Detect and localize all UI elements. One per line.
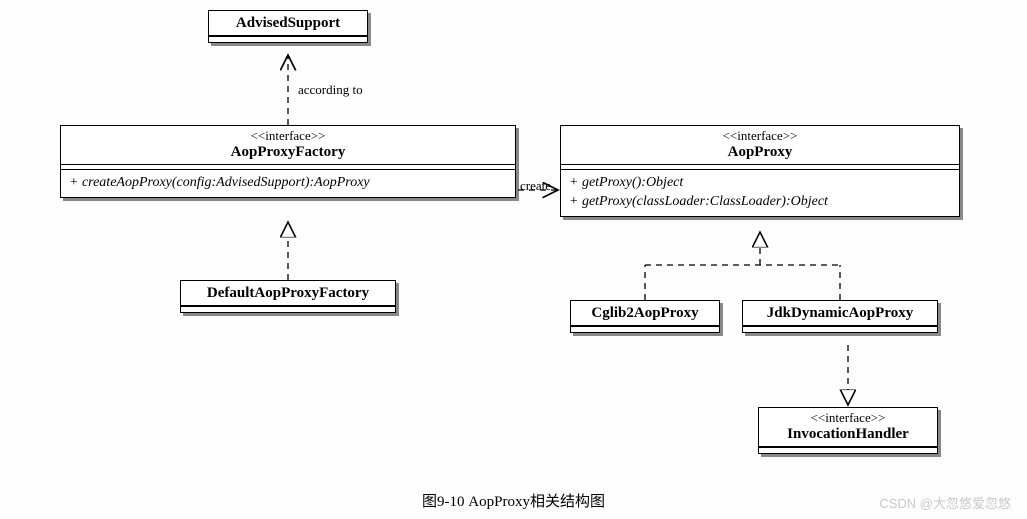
operation: + getProxy():Object [569,174,951,193]
class-cglib2-aop-proxy: Cglib2AopProxy [570,300,720,333]
label-create: create [520,178,551,194]
class-name: InvocationHandler [767,426,929,443]
stereotype: <<interface>> [767,411,929,426]
label-according-to: according to [298,82,363,98]
figure-caption: 图9-10 AopProxy相关结构图 [0,490,1027,511]
operation: + getProxy(classLoader:ClassLoader):Obje… [569,193,951,212]
class-name: Cglib2AopProxy [591,305,698,321]
class-name: AopProxy [569,144,951,161]
class-name: JdkDynamicAopProxy [767,305,913,321]
class-default-aop-proxy-factory: DefaultAopProxyFactory [180,280,396,313]
interface-invocation-handler: <<interface>> InvocationHandler [758,407,938,454]
interface-aop-proxy-factory: <<interface>> AopProxyFactory + createAo… [60,125,516,198]
interface-aop-proxy: <<interface>> AopProxy + getProxy():Obje… [560,125,960,217]
operation: + createAopProxy(config:AdvisedSupport):… [61,169,515,197]
class-name: AdvisedSupport [236,15,340,31]
class-name: AopProxyFactory [69,144,507,161]
stereotype: <<interface>> [569,129,951,144]
stereotype: <<interface>> [69,129,507,144]
watermark: CSDN @大忽悠爱忽悠 [879,493,1011,512]
class-advised-support: AdvisedSupport [208,10,368,43]
class-name: DefaultAopProxyFactory [207,285,369,301]
class-jdk-dynamic-aop-proxy: JdkDynamicAopProxy [742,300,938,333]
